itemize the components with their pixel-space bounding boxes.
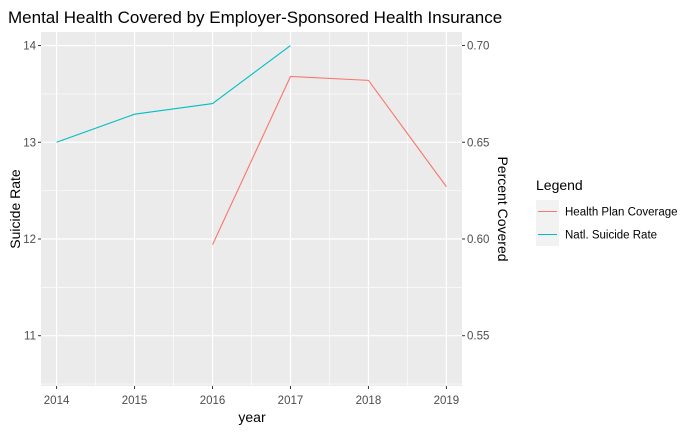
x-tick-label: 2016 (200, 395, 226, 407)
x-axis-title: year (238, 409, 266, 425)
series-line-natl-suicide-rate (56, 45, 291, 143)
y-axis-title: Suicide Rate (7, 169, 23, 249)
legend: Legend Health Plan Coverage Natl. Suicide… (536, 177, 678, 246)
minor-gridlines (41, 32, 462, 386)
tick-labels: 2014 2015 2016 2017 2018 2019 11 12 13 14 0.55 0.60… (23, 41, 489, 407)
y2-axis-title: Percent Covered (495, 156, 511, 261)
major-gridlines (41, 32, 462, 386)
y-tick-label: 12 (23, 234, 36, 246)
y-tick-label: 13 (23, 137, 36, 149)
legend-item-label: Natl. Suicide Rate (565, 230, 657, 242)
x-tick-label: 2017 (278, 395, 304, 407)
series-lines (56, 45, 447, 246)
y2-tick-label: 0.65 (467, 137, 489, 149)
y-tick-label: 14 (23, 41, 36, 53)
x-tick-label: 2019 (434, 395, 460, 407)
x-tick-label: 2014 (44, 395, 70, 407)
legend-title: Legend (536, 177, 583, 193)
x-tick-label: 2015 (122, 395, 148, 407)
axis-ticks (38, 45, 465, 389)
chart-title: Mental Health Covered by Employer-Sponso… (8, 8, 502, 27)
y2-tick-label: 0.70 (467, 41, 489, 53)
y2-tick-label: 0.60 (467, 234, 489, 246)
x-tick-label: 2018 (356, 395, 382, 407)
series-line-health-plan-coverage (212, 75, 447, 246)
y2-tick-label: 0.55 (467, 331, 489, 343)
y-tick-label: 11 (24, 331, 36, 343)
legend-item-label: Health Plan Coverage (565, 207, 678, 219)
